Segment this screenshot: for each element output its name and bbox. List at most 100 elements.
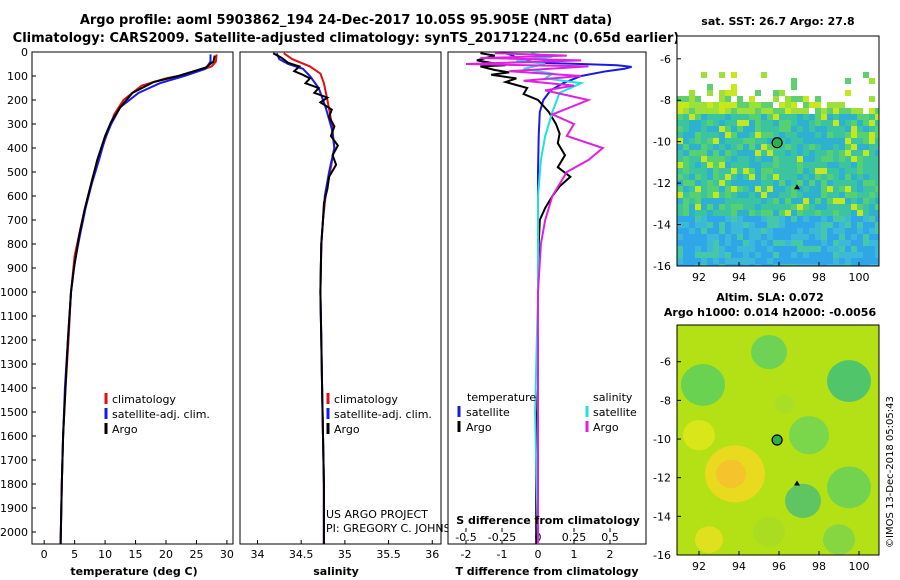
sst-cell (689, 132, 695, 138)
sst-cell (725, 204, 731, 210)
sst-cell (719, 162, 725, 168)
sst-cell (821, 234, 827, 240)
sst-cell (755, 246, 761, 252)
sst-cell (845, 210, 851, 216)
sst-cell (755, 108, 761, 114)
sst-cell (683, 138, 689, 144)
sla-blob (753, 516, 785, 548)
sst-cell (725, 120, 731, 126)
sst-cell (725, 114, 731, 120)
sst-cell (767, 186, 773, 192)
sst-cell (701, 162, 707, 168)
sst-cell (791, 168, 797, 174)
sst-cell (677, 234, 683, 240)
sst-cell (839, 108, 845, 114)
salinity-xlabel: salinity (313, 565, 359, 578)
sst-cell (683, 102, 689, 108)
sst-cell (725, 102, 731, 108)
sst-cell (701, 108, 707, 114)
sst-cell (785, 174, 791, 180)
sst-cell (725, 174, 731, 180)
sst-cell (809, 150, 815, 156)
sst-cell (713, 126, 719, 132)
sst-cell (785, 138, 791, 144)
sst-cell (689, 180, 695, 186)
sst-cell (731, 132, 737, 138)
sst-cell (797, 246, 803, 252)
sst-cell (779, 240, 785, 246)
sst-cell (833, 108, 839, 114)
sst-cell (827, 180, 833, 186)
sst-cell (755, 186, 761, 192)
sst-map-frame (676, 35, 880, 267)
x-tick-label: 2 (607, 548, 614, 561)
sst-cell (707, 228, 713, 234)
sst-cell (863, 168, 869, 174)
sst-cell (815, 108, 821, 114)
sst-cell (839, 144, 845, 150)
sst-cell (743, 144, 749, 150)
sst-cell (755, 228, 761, 234)
sst-cell (713, 192, 719, 198)
sst-cell (743, 204, 749, 210)
sst-cell (803, 204, 809, 210)
sst-cell (755, 150, 761, 156)
sst-cell (857, 240, 863, 246)
sst-cell (701, 132, 707, 138)
sst-cell (857, 138, 863, 144)
y-tick-label: 1400 (0, 382, 28, 395)
sst-cell (683, 132, 689, 138)
sst-cell (791, 120, 797, 126)
sst-cell (695, 234, 701, 240)
sst-cell (845, 252, 851, 258)
sst-cell (773, 168, 779, 174)
map-y-tick-label: -10 (653, 433, 671, 446)
sst-cell (845, 228, 851, 234)
sst-cell (785, 156, 791, 162)
map-x-tick-label: 94 (732, 271, 746, 284)
sst-cell (875, 168, 879, 174)
sst-cell (749, 132, 755, 138)
sst-cell (725, 108, 731, 114)
sst-cell (827, 126, 833, 132)
sst-cell (779, 132, 785, 138)
sst-cell (689, 198, 695, 204)
sst-cell (767, 252, 773, 258)
y-tick-label: 1200 (0, 334, 28, 347)
sst-cell (749, 108, 755, 114)
sst-cell (773, 192, 779, 198)
sst-cell (863, 132, 869, 138)
sst-cell (731, 120, 737, 126)
sst-cell (773, 90, 779, 96)
sst-cell (725, 162, 731, 168)
x-tick-label: 1 (571, 548, 578, 561)
y-tick-label: 400 (7, 142, 28, 155)
sst-cell (833, 222, 839, 228)
sst-cell (803, 120, 809, 126)
sst-cell (755, 156, 761, 162)
sst-cell (749, 120, 755, 126)
sst-cell (803, 168, 809, 174)
sst-cell (731, 264, 737, 266)
salinity-series (272, 52, 340, 544)
map-y-tick-label: -16 (653, 549, 671, 562)
sst-cell (785, 168, 791, 174)
series-line-argo (272, 52, 340, 544)
sst-cell (797, 180, 803, 186)
sst-cell (713, 108, 719, 114)
sst-cell (701, 114, 707, 120)
sst-cell (749, 102, 755, 108)
x2-tick-label: -0.5 (455, 531, 476, 544)
sst-cell (875, 114, 879, 120)
sst-cell (785, 180, 791, 186)
sst-cell (851, 246, 857, 252)
sst-cell (779, 90, 785, 96)
sst-cell (869, 174, 875, 180)
sst-cell (773, 234, 779, 240)
y-tick-label: 1800 (0, 478, 28, 491)
sst-cell (857, 120, 863, 126)
x-tick-label: 30 (220, 548, 234, 561)
sst-cell (743, 108, 749, 114)
series-line-argo (59, 55, 216, 545)
sst-cell (809, 216, 815, 222)
